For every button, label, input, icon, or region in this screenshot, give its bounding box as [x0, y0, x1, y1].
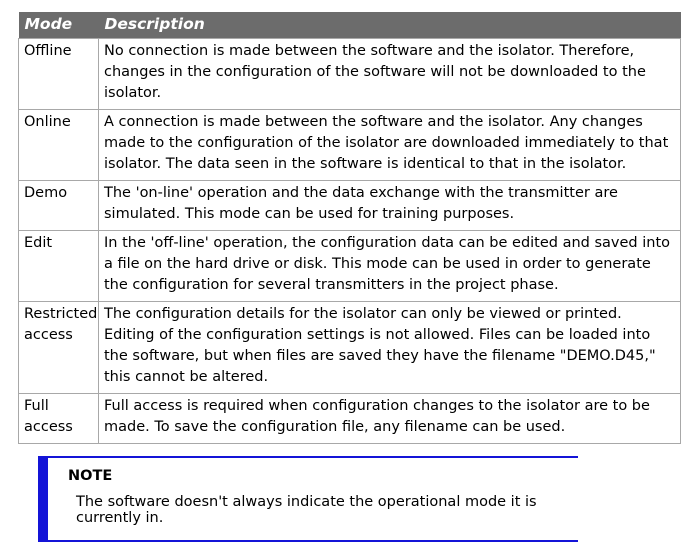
table-row: Demo The 'on-line' operation and the dat… — [19, 181, 681, 231]
table-row: Offline No connection is made between th… — [19, 39, 681, 110]
mode-cell: Restricted access — [19, 302, 99, 394]
note-title: NOTE — [68, 468, 566, 484]
mode-cell: Full access — [19, 394, 99, 444]
note-container: NOTE The software doesn't always indicat… — [18, 444, 682, 548]
note-body: The software doesn't always indicate the… — [68, 494, 566, 526]
mode-cell: Offline — [19, 39, 99, 110]
table-row: Full access Full access is required when… — [19, 394, 681, 444]
table-header-row: Mode Description — [19, 12, 681, 39]
col-header-description: Description — [99, 12, 681, 39]
modes-table: Mode Description Offline No connection i… — [18, 12, 681, 444]
note-box: NOTE The software doesn't always indicat… — [38, 456, 578, 542]
desc-cell: The configuration details for the isolat… — [99, 302, 681, 394]
mode-cell: Online — [19, 110, 99, 181]
mode-cell: Edit — [19, 231, 99, 302]
page: Mode Description Offline No connection i… — [0, 0, 700, 537]
desc-cell: Full access is required when configurati… — [99, 394, 681, 444]
table-row: Edit In the 'off-line' operation, the co… — [19, 231, 681, 302]
mode-cell: Demo — [19, 181, 99, 231]
desc-cell: No connection is made between the softwa… — [99, 39, 681, 110]
desc-cell: In the 'off-line' operation, the configu… — [99, 231, 681, 302]
col-header-mode: Mode — [19, 12, 99, 39]
desc-cell: A connection is made between the softwar… — [99, 110, 681, 181]
table-row: Restricted access The configuration deta… — [19, 302, 681, 394]
table-row: Online A connection is made between the … — [19, 110, 681, 181]
desc-cell: The 'on-line' operation and the data exc… — [99, 181, 681, 231]
